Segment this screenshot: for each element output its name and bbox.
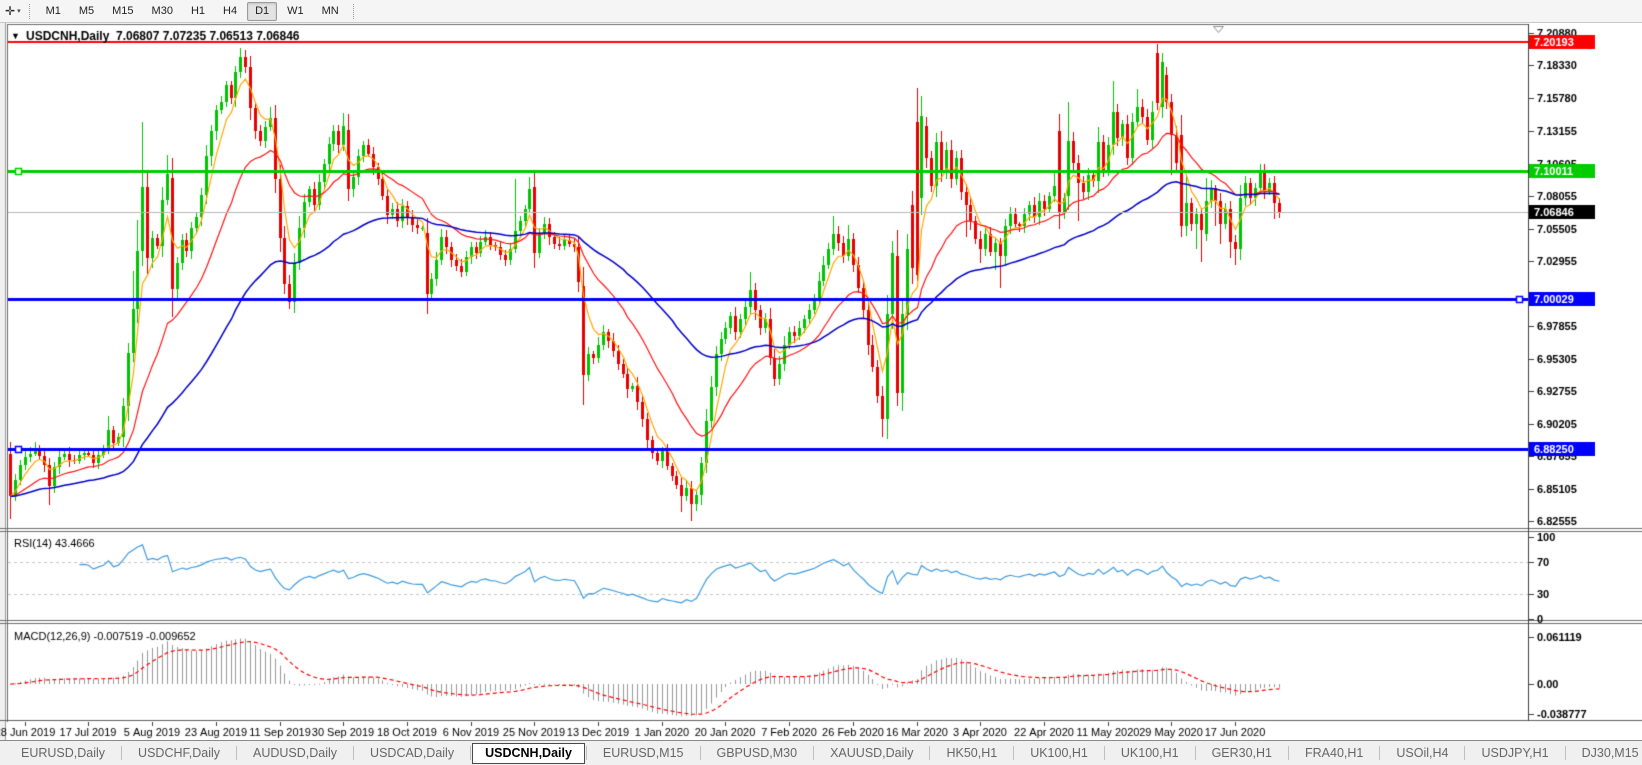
tab-divider xyxy=(1103,746,1105,760)
tab-dj30-m15[interactable]: DJ30,M15 xyxy=(1581,746,1639,760)
tab-hk50-h1[interactable]: HK50,H1 xyxy=(946,746,998,760)
timeframe-button-mn[interactable]: MN xyxy=(321,4,339,17)
tab-divider xyxy=(121,746,123,760)
cursor-tool-icon[interactable]: ✛ ▾ xyxy=(2,2,24,21)
toolbar-grip xyxy=(28,3,30,19)
tab-divider xyxy=(585,746,587,760)
timeframe-button-m5[interactable]: M5 xyxy=(78,4,95,17)
chevron-down-icon: ▾ xyxy=(17,8,21,15)
tab-usdcad-daily[interactable]: USDCAD,Daily xyxy=(370,746,455,760)
tab-uk100-h1[interactable]: UK100,H1 xyxy=(1120,746,1179,760)
tab-eurusd-daily[interactable]: EURUSD,Daily xyxy=(21,746,106,760)
tab-audusd-daily[interactable]: AUDUSD,Daily xyxy=(253,746,338,760)
top-toolbar: ✛ ▾ M1 M5 M15 M30 H1 H4 D1 W1 MN xyxy=(0,0,1642,23)
tab-divider xyxy=(929,746,931,760)
toolbar-grip xyxy=(352,3,354,19)
timeframe-button-h1[interactable]: H1 xyxy=(190,4,206,17)
tab-eurusd-m15[interactable]: EURUSD,M15 xyxy=(602,746,684,760)
timeframe-button-m1[interactable]: M1 xyxy=(45,4,61,17)
tab-usoil-h4[interactable]: USOil,H4 xyxy=(1396,746,1449,760)
timeframe-button-d1[interactable]: D1 xyxy=(247,1,278,21)
tab-divider xyxy=(1288,746,1290,760)
tab-gbpusd-m30[interactable]: GBPUSD,M30 xyxy=(716,746,798,760)
crosshair-icon: ✛ xyxy=(5,4,16,18)
tab-divider xyxy=(1013,746,1015,760)
timeframe-button-m15[interactable]: M15 xyxy=(112,4,134,17)
tab-divider xyxy=(470,746,472,760)
tab-divider xyxy=(353,746,355,760)
timeframe-button-m30[interactable]: M30 xyxy=(151,4,173,17)
chart-tabs: EURUSD,Daily USDCHF,Daily AUDUSD,Daily USDC… xyxy=(6,742,1642,764)
timeframe-button-h4[interactable]: H4 xyxy=(223,4,238,17)
tab-divider xyxy=(1194,746,1196,760)
tab-divider xyxy=(699,746,701,760)
tab-uk100-h1[interactable]: UK100,H1 xyxy=(1030,746,1088,760)
tab-divider xyxy=(813,746,815,760)
tab-usdcnh-daily[interactable]: USDCNH,Daily xyxy=(472,742,585,764)
tab-fra40-h1[interactable]: FRA40,H1 xyxy=(1305,746,1364,760)
tab-xauusd-daily[interactable]: XAUUSD,Daily xyxy=(830,746,914,760)
chart-tab-bar: EURUSD,Daily USDCHF,Daily AUDUSD,Daily USDC… xyxy=(0,740,1642,765)
tab-divider xyxy=(236,746,237,760)
chart-canvas[interactable] xyxy=(0,23,1642,740)
tab-usdchf-daily[interactable]: USDCHF,Daily xyxy=(138,746,220,760)
tab-usdjpy-h1[interactable]: USDJPY,H1 xyxy=(1481,746,1549,760)
tab-ger30-h1[interactable]: GER30,H1 xyxy=(1211,746,1273,760)
timeframe-button-w1[interactable]: W1 xyxy=(287,4,304,17)
timeframe-button-group: M1 M5 M15 M30 H1 H4 D1 W1 MN xyxy=(37,1,348,21)
tab-divider xyxy=(1464,746,1466,760)
tab-divider xyxy=(1564,746,1566,760)
tab-divider xyxy=(1379,746,1381,760)
